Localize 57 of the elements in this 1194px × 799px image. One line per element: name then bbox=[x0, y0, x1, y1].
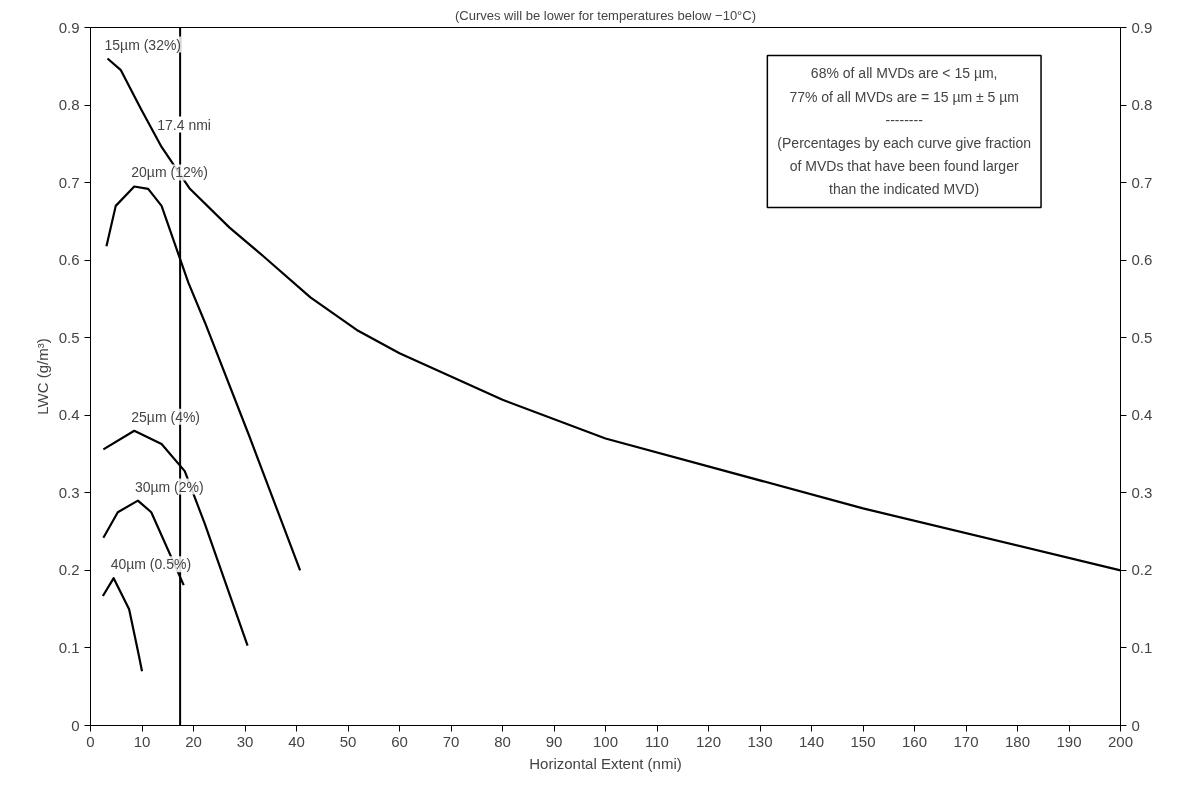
series-label: 40µm (0.5%) bbox=[110, 556, 192, 573]
annotation: (Percentages by each curve give fraction bbox=[777, 135, 1032, 152]
x-tick-label: 140 bbox=[798, 732, 825, 750]
y-tick-label: 0.2 bbox=[58, 561, 80, 579]
x-tick-label: 70 bbox=[442, 732, 460, 750]
y-tick-label: 0 bbox=[71, 716, 80, 734]
y-tick-label: 0.4 bbox=[58, 406, 80, 424]
x-tick-label: 80 bbox=[494, 732, 511, 750]
y2-tick-label: 0.8 bbox=[1131, 96, 1153, 114]
y-tick-label: 0.8 bbox=[58, 96, 80, 114]
y-tick-label: 0.7 bbox=[58, 173, 80, 191]
x-tick-label: 20 bbox=[185, 732, 202, 750]
x-tick-label: 160 bbox=[901, 732, 928, 750]
series-label: 15µm (32%) bbox=[104, 36, 182, 53]
annotation: -------- bbox=[885, 111, 924, 128]
y-tick-label: 0.3 bbox=[58, 483, 80, 501]
x-tick-label: 50 bbox=[339, 732, 357, 750]
y2-tick-label: 0.4 bbox=[1131, 406, 1153, 424]
series-label: 20µm (12%) bbox=[131, 164, 208, 181]
line-series bbox=[101, 577, 144, 673]
y2-tick-label: 0.2 bbox=[1131, 561, 1153, 579]
y2-tick-label: 0 bbox=[1131, 716, 1140, 734]
x-tick-label: 190 bbox=[1056, 732, 1082, 750]
x-tick-label: 30 bbox=[236, 732, 254, 750]
x-tick-label: 200 bbox=[1107, 732, 1134, 750]
annotation: 77% of all MVDs are = 15 µm ± 5 µm bbox=[789, 88, 1020, 105]
x-tick-label: 0 bbox=[86, 732, 95, 750]
y-tick-label: 0.5 bbox=[58, 328, 80, 346]
annotation: of MVDs that have been found larger bbox=[789, 158, 1019, 175]
x-tick-label: 60 bbox=[391, 732, 408, 750]
x-tick-label: 110 bbox=[645, 732, 669, 750]
annotation: than the indicated MVD) bbox=[829, 181, 980, 198]
x-tick-label: 40 bbox=[288, 732, 305, 750]
x-tick-label: 130 bbox=[747, 732, 773, 750]
x-tick-label: 90 bbox=[545, 732, 563, 750]
ref-line-label: 17.4 nmi bbox=[157, 116, 211, 133]
x-tick-label: 10 bbox=[133, 732, 151, 750]
x-tick-label: 170 bbox=[953, 732, 979, 750]
series-label: 30µm (2%) bbox=[134, 478, 204, 495]
y-tick-label: 0.6 bbox=[58, 251, 80, 269]
x-tick-label: 120 bbox=[695, 732, 722, 750]
y2-tick-label: 0.9 bbox=[1131, 18, 1153, 36]
x-axis-title: Horizontal Extent (nmi) bbox=[529, 754, 682, 772]
y2-tick-label: 0.6 bbox=[1131, 251, 1153, 269]
y-tick-label: 0.9 bbox=[58, 18, 80, 36]
annotation: 68% of all MVDs are < 15 µm, bbox=[810, 65, 998, 82]
x-tick-label: 180 bbox=[1004, 732, 1031, 750]
x-tick-label: 150 bbox=[850, 732, 876, 750]
series-label: 25µm (4%) bbox=[131, 408, 201, 425]
y2-tick-label: 0.5 bbox=[1131, 328, 1153, 346]
y-axis-title: LWC (g/m³) bbox=[33, 338, 51, 415]
x-tick-label: 100 bbox=[592, 732, 619, 750]
y2-tick-label: 0.7 bbox=[1131, 173, 1153, 191]
y2-tick-label: 0.1 bbox=[1131, 638, 1153, 656]
chart-title: (Curves will be lower for temperatures below −10°C) bbox=[454, 7, 757, 23]
y2-tick-label: 0.3 bbox=[1131, 483, 1153, 501]
y-tick-label: 0.1 bbox=[58, 638, 80, 656]
